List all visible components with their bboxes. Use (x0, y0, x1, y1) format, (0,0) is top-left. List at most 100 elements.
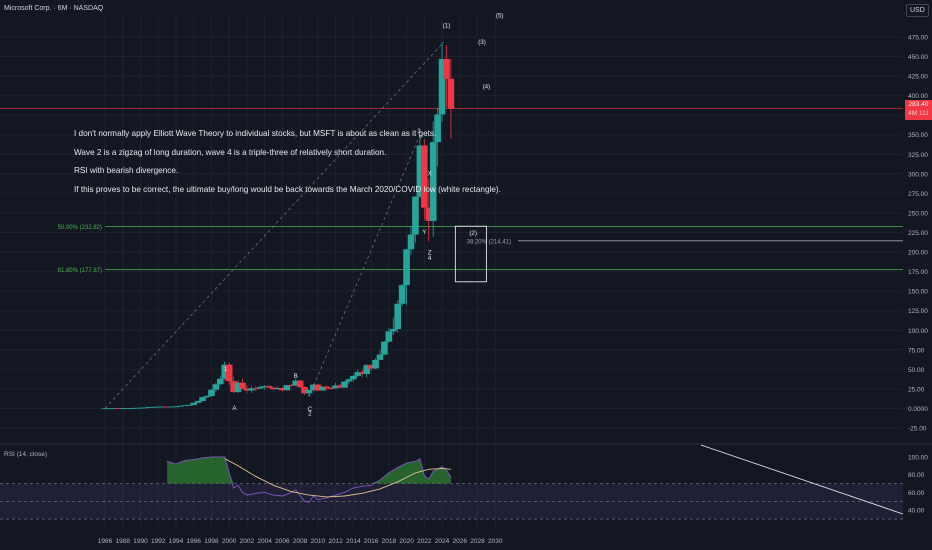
candle-body (190, 402, 197, 405)
wave-label: (1) (443, 23, 451, 30)
y-tick-label: 50.00 (908, 367, 925, 374)
y-tick-label: 0.0000 (908, 406, 928, 413)
y-tick-label: 275.00 (908, 191, 928, 198)
candle-body (429, 142, 437, 221)
x-tick-label: 2000 (222, 538, 237, 545)
y-tick-label: 125.00 (908, 308, 928, 315)
candle (106, 408, 113, 410)
candle (239, 378, 246, 390)
candle (137, 407, 144, 409)
candle (412, 196, 419, 243)
candle (327, 386, 335, 390)
candle-body (305, 389, 313, 394)
wave-labels: 1 A B C2 3 X Y Z4 (1) (2) (3) (4) (5) (224, 12, 504, 417)
candle-body (270, 387, 277, 390)
candle (181, 404, 189, 407)
candle-body (332, 385, 339, 389)
candle (416, 134, 424, 198)
candle-body (274, 388, 282, 390)
candle-body (217, 378, 224, 385)
candle (163, 406, 171, 408)
y-tick-label: -25.00 (908, 426, 927, 433)
candle (381, 341, 388, 356)
note-line-4: If this proves to be correct, the ultima… (74, 185, 501, 194)
candle-body (185, 404, 193, 406)
candle (115, 407, 122, 409)
candle (274, 386, 282, 390)
candle (261, 385, 268, 390)
note-line-3: RSI with bearish divergence. (74, 166, 179, 175)
candle (283, 385, 291, 391)
candle-body (150, 406, 158, 408)
candle-body (341, 381, 348, 388)
rsi-tick-label: 100.00 (908, 454, 928, 461)
x-tick-label: 2024 (435, 538, 450, 545)
candle (208, 388, 215, 397)
candle (287, 383, 295, 387)
candle-body (265, 386, 273, 388)
candle (434, 107, 441, 167)
x-tick-label: 2016 (364, 538, 379, 545)
x-tick-label: 1996 (186, 538, 201, 545)
candle-body (296, 380, 304, 387)
candle-body (416, 145, 424, 197)
candle (292, 379, 300, 387)
candle-body (146, 407, 153, 408)
candle-body (283, 385, 291, 391)
candle (323, 385, 331, 391)
rsi-bands (0, 483, 903, 520)
currency-button[interactable]: USD (906, 4, 929, 17)
rsi-tick-label: 40.00 (908, 508, 925, 515)
candle-body (447, 78, 455, 109)
x-tick-label: 2004 (257, 538, 272, 545)
y-tick-label: 325.00 (908, 152, 928, 159)
candle (319, 386, 326, 391)
wave-label: (5) (496, 12, 504, 19)
candle (234, 380, 242, 393)
wave-label: 1 (224, 366, 228, 373)
candle-body (421, 145, 428, 208)
candle (429, 121, 437, 237)
candle-body (234, 382, 242, 393)
x-tick-label: 1986 (98, 538, 113, 545)
candle-body (385, 331, 393, 342)
wave-label: 4 (428, 255, 432, 262)
rsi-divergence-line (700, 444, 904, 515)
candle-body (403, 249, 410, 286)
x-tick-label: 2012 (328, 538, 343, 545)
wave-label: (3) (478, 39, 486, 46)
candle-body (301, 386, 308, 394)
candle (225, 362, 233, 386)
rsi-tick-label: 80.00 (908, 472, 925, 479)
candle (270, 386, 277, 391)
wave-label: C (308, 406, 313, 413)
x-tick-label: 2014 (346, 538, 361, 545)
fib-levels: 50.00% (232.82) 38.20% (214.41) 61.80% (17… (0, 108, 903, 283)
candle (314, 383, 322, 391)
candle (305, 389, 313, 397)
candle (332, 382, 339, 389)
candle-body (132, 407, 140, 409)
candle-body (115, 408, 122, 409)
candle-body (323, 386, 331, 389)
candle (230, 376, 237, 393)
y-tick-label: 75.00 (908, 347, 925, 354)
candle-body (252, 388, 260, 390)
candle-body (434, 114, 441, 143)
trendline (104, 41, 445, 409)
candle (438, 42, 446, 122)
candle (243, 385, 251, 393)
x-tick-label: 2022 (417, 538, 432, 545)
candle (425, 178, 433, 242)
candle (265, 385, 273, 389)
candle-body (239, 382, 246, 389)
candle (398, 283, 406, 307)
candle (421, 139, 428, 220)
candle-body (363, 365, 370, 374)
rsi-tick-label: 60.00 (908, 490, 925, 497)
candle (212, 382, 220, 393)
candle (128, 407, 135, 409)
y-tick-label: 425.00 (908, 74, 928, 81)
x-tick-label: 2020 (399, 538, 414, 545)
